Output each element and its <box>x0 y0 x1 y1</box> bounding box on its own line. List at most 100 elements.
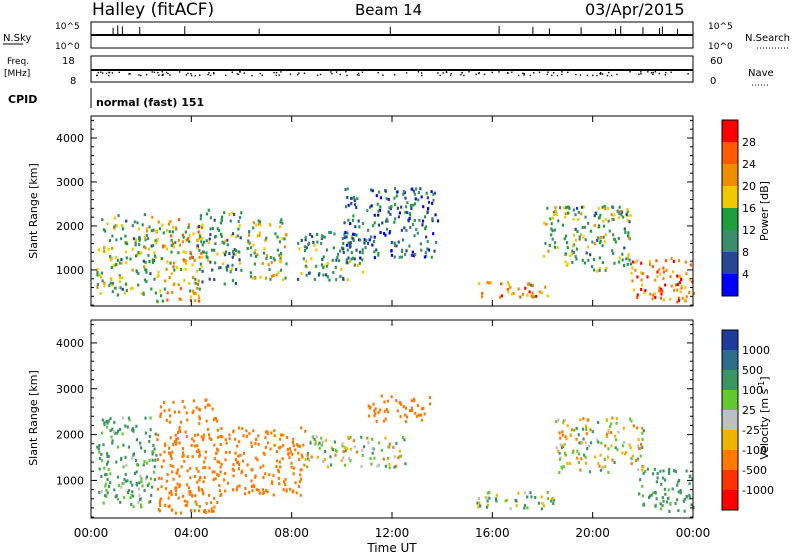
heatmap-cell <box>228 213 231 217</box>
heatmap-cell <box>178 474 181 478</box>
heatmap-cell <box>174 241 177 245</box>
heatmap-cell <box>577 210 580 214</box>
heatmap-cell <box>356 197 359 201</box>
heatmap-cell <box>573 428 576 432</box>
heatmap-cell <box>422 406 425 410</box>
heatmap-cell <box>323 458 326 462</box>
heatmap-cell <box>636 275 639 279</box>
nave-point <box>561 71 563 73</box>
nave-point <box>461 71 463 74</box>
colorbar-tick-label: 16 <box>742 202 756 215</box>
heatmap-cell <box>217 448 220 452</box>
heatmap-cell <box>175 437 178 441</box>
nave-point <box>664 74 667 76</box>
heatmap-cell <box>598 464 601 468</box>
nave-point <box>251 74 253 77</box>
heatmap-cell <box>171 225 175 229</box>
heatmap-cell <box>248 432 251 436</box>
heatmap-cell <box>477 497 481 501</box>
heatmap-cell <box>140 446 143 450</box>
heatmap-cell <box>144 416 147 420</box>
heatmap-cell <box>398 211 401 215</box>
heatmap-cell <box>313 437 316 441</box>
heatmap-cell <box>597 225 601 229</box>
heatmap-cell <box>639 478 642 482</box>
heatmap-cell <box>137 501 140 505</box>
heatmap-cell <box>542 254 546 258</box>
heatmap-cell <box>373 235 376 239</box>
heatmap-cell <box>266 432 269 436</box>
nave-point <box>483 73 486 76</box>
heatmap-cell <box>211 407 214 411</box>
heatmap-cell <box>621 252 624 256</box>
heatmap-cell <box>382 457 385 461</box>
beam-title: Beam 14 <box>355 1 422 19</box>
heatmap-cell <box>404 420 408 424</box>
heatmap-cell <box>662 469 665 473</box>
colorbar-swatch <box>722 186 738 209</box>
heatmap-cell <box>201 255 204 259</box>
heatmap-cell <box>336 252 340 256</box>
nave-point <box>190 73 192 75</box>
heatmap-cell <box>282 488 285 492</box>
heatmap-cell <box>627 234 630 238</box>
heatmap-cell <box>315 435 318 439</box>
heatmap-cell <box>406 211 409 215</box>
heatmap-cell <box>208 237 211 241</box>
heatmap-cell <box>634 268 637 272</box>
heatmap-cell <box>223 478 226 482</box>
colorbar-tick-label: 28 <box>742 136 756 149</box>
heatmap-cell <box>182 250 185 254</box>
heatmap-cell <box>672 259 676 263</box>
heatmap-cell <box>153 251 156 255</box>
heatmap-cell <box>220 219 224 223</box>
heatmap-cell <box>349 222 352 226</box>
heatmap-cell <box>288 456 291 460</box>
heatmap-cell <box>121 276 124 280</box>
heatmap-cell <box>137 283 140 287</box>
heatmap-cell <box>426 210 429 214</box>
heatmap-cell <box>375 248 378 252</box>
heatmap-cell <box>119 261 122 265</box>
heatmap-cell <box>150 287 153 291</box>
heatmap-cell <box>667 470 671 474</box>
heatmap-cell <box>341 442 344 446</box>
heatmap-cell <box>131 224 134 228</box>
heatmap-cell <box>597 440 600 444</box>
heatmap-cell <box>588 470 592 474</box>
nave-point <box>357 72 360 75</box>
heatmap-cell <box>361 222 365 226</box>
heatmap-cell <box>567 205 570 209</box>
heatmap-cell <box>350 251 353 255</box>
heatmap-cell <box>279 220 282 224</box>
heatmap-cell <box>139 444 142 448</box>
heatmap-cell <box>540 507 543 511</box>
heatmap-cell <box>597 236 600 240</box>
heatmap-cell <box>121 482 124 486</box>
heatmap-cell <box>142 259 145 263</box>
heatmap-cell <box>578 235 581 239</box>
heatmap-cell <box>296 443 299 447</box>
heatmap-cell <box>199 217 202 221</box>
xtick-label: 12:00 <box>375 526 410 540</box>
heatmap-cell <box>168 408 171 412</box>
nave-point <box>275 74 278 77</box>
heatmap-cell <box>204 405 207 409</box>
heatmap-cell <box>116 431 119 435</box>
heatmap-cell <box>188 234 191 238</box>
heatmap-cell <box>361 453 364 457</box>
heatmap-cell <box>654 490 657 494</box>
heatmap-cell <box>198 453 202 457</box>
heatmap-cell <box>653 292 656 296</box>
heatmap-cell <box>668 509 671 513</box>
heatmap-cell <box>179 287 182 291</box>
nave-point <box>439 74 441 77</box>
heatmap-cell <box>657 289 661 293</box>
heatmap-cell <box>250 275 253 279</box>
heatmap-cell <box>169 463 172 467</box>
heatmap-cell <box>634 459 637 463</box>
heatmap-cell <box>351 256 355 260</box>
heatmap-cell <box>412 203 415 207</box>
heatmap-cell <box>333 232 336 236</box>
heatmap-cell <box>610 444 613 448</box>
